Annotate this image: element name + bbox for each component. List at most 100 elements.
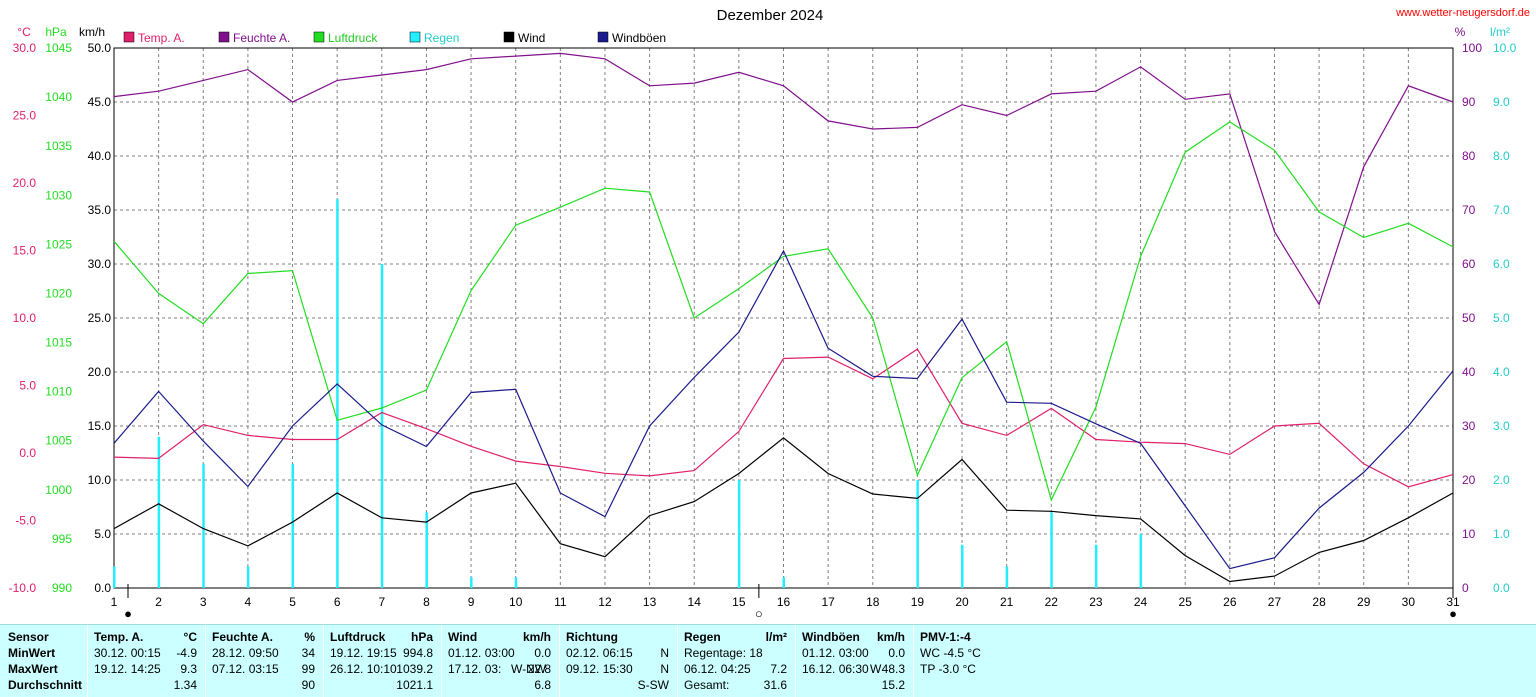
rain-tick-label: 1.0 (1493, 527, 1510, 541)
x-tick-label: 13 (643, 595, 657, 609)
chart-legend: Temp. A. Feuchte A. Luftdruck Wind Windböen R… (123, 31, 666, 45)
pres-tick-label: 1015 (45, 336, 72, 350)
temp-unit: °C (183, 630, 197, 644)
x-tick-label: 26 (1223, 595, 1237, 609)
wind-min-val: 0.0 (534, 646, 551, 660)
rain-tick-label: 4.0 (1493, 365, 1510, 379)
rain-tick-label: 7.0 (1493, 203, 1510, 217)
gust-max-dir: W (870, 662, 882, 676)
temp-title: Temp. A. (94, 630, 144, 644)
pres-tick-label: 1030 (45, 188, 72, 202)
rain-bar (202, 463, 205, 588)
gust-legend-label: Windböen (612, 31, 666, 45)
wind-max-dir: W-NW (511, 662, 547, 676)
rain-tick-label: 5.0 (1493, 311, 1510, 325)
pres-min-ts: 19.12. 19:15 (330, 646, 397, 660)
wind-min-ts: 01.12. 03:00 (448, 646, 515, 660)
x-tick-label: 9 (468, 595, 475, 609)
wind-max-val: 22.8 (527, 662, 551, 676)
hum-tick-label: 10 (1462, 527, 1476, 541)
rain-tick-label: 9.0 (1493, 95, 1510, 109)
wind-legend-label: Wind (518, 31, 545, 45)
stats-rain: Regen l/m² Regentage: 18 06.12. 04:25 7.… (678, 625, 796, 697)
x-tick-label: 23 (1089, 595, 1103, 609)
rain-bar (782, 577, 785, 588)
temp-tick-label: 30.0 (13, 41, 37, 55)
rain-tick-label: 8.0 (1493, 149, 1510, 163)
rain-bar (1050, 512, 1053, 588)
wind-tick-label: 5.0 (94, 527, 111, 541)
wind-tick-label: 0.0 (94, 581, 111, 595)
x-tick-label: 18 (866, 595, 880, 609)
temp-min-ts: 30.12. 00:15 (94, 646, 161, 660)
x-tick-label: 24 (1134, 595, 1148, 609)
rain-days: Regentage: 18 (684, 646, 763, 660)
gust-min-ts: 01.12. 03:00 (802, 646, 869, 660)
x-tick-label: 20 (955, 595, 969, 609)
x-tick-label: 10 (509, 595, 523, 609)
temp-tick-label: -10.0 (9, 581, 37, 595)
dir-min-val: N (660, 646, 669, 660)
site-link[interactable]: www.wetter-neugersdorf.de (1395, 7, 1530, 19)
rain-tick-label: 2.0 (1493, 473, 1510, 487)
wind-tick-label: 25.0 (88, 311, 112, 325)
x-tick-label: 25 (1179, 595, 1193, 609)
stats-dir: Richtung 02.12. 06:15 N 09.12. 15:30 N S… (560, 625, 678, 697)
wind-tick-label: 15.0 (88, 419, 112, 433)
hum-tick-label: 80 (1462, 149, 1476, 163)
pres-max-ts: 26.12. 10:10 (330, 662, 397, 676)
hum-line (113, 52, 1454, 306)
hum-min-val: 34 (301, 646, 315, 660)
hum-tick-label: 70 (1462, 203, 1476, 217)
pres-axis-label: hPa (45, 25, 67, 39)
x-tick-label: 14 (688, 595, 702, 609)
moon-new-icon: ● (124, 606, 132, 621)
pres-max-val: 1039.2 (396, 662, 433, 676)
hum-max-ts: 07.12. 03:15 (212, 662, 279, 676)
wind-tick-label: 35.0 (88, 203, 112, 217)
temp-legend-swatch (123, 31, 135, 43)
rain-bar (916, 480, 919, 588)
stats-pres: Luftdruck hPa 19.12. 19:15 994.8 26.12. … (324, 625, 442, 697)
hum-tick-label: 0 (1462, 581, 1469, 595)
label-sensor: Sensor (8, 630, 49, 644)
x-tick-label: 21 (1000, 595, 1014, 609)
x-tick-label: 31 (1446, 595, 1460, 609)
pmv-tp: TP -3.0 °C (920, 662, 976, 676)
wind-max-ts: 17.12. 03: (448, 662, 502, 676)
stats-gust: Windböen km/h 01.12. 03:00 0.0 16.12. 06… (796, 625, 914, 697)
temp-axis-label: °C (17, 25, 31, 39)
rain-bars (113, 199, 1143, 588)
weather-chart: Dezember 2024 www.wetter-neugersdorf.de … (9, 7, 1530, 621)
pres-unit: hPa (410, 630, 433, 644)
stats-pmv: PMV-1:-4 WC -4.5 °C TP -3.0 °C (914, 625, 1536, 697)
wind-tick-label: 10.0 (88, 473, 112, 487)
rain-bar (336, 199, 339, 588)
pres-tick-label: 1040 (45, 90, 72, 104)
moon-new-icon: ● (1449, 606, 1457, 621)
gust-title: Windböen (802, 630, 860, 644)
temp-legend-label: Temp. A. (138, 31, 185, 45)
stats-row-labels: Sensor MinWert MaxWert Durchschnitt (0, 625, 88, 697)
chart-title: Dezember 2024 (717, 7, 824, 24)
pres-legend-swatch (313, 31, 325, 43)
hum-tick-label: 100 (1462, 41, 1482, 55)
temp-tick-label: 5.0 (19, 379, 36, 393)
label-avg: Durchschnitt (8, 678, 83, 692)
hum-tick-label: 30 (1462, 419, 1476, 433)
chart-axes: 30.025.020.015.010.05.00.0-5.0-10.0°C104… (9, 25, 1517, 609)
dir-title: Richtung (566, 630, 618, 644)
x-tick-label: 12 (598, 595, 612, 609)
rain-max-ts: 06.12. 04:25 (684, 662, 751, 676)
wind-tick-label: 50.0 (88, 41, 112, 55)
x-tick-label: 6 (334, 595, 341, 609)
pres-line (113, 121, 1454, 502)
hum-tick-label: 20 (1462, 473, 1476, 487)
pres-tick-label: 1025 (45, 237, 72, 251)
temp-line (113, 348, 1454, 488)
rain-bar (425, 512, 428, 588)
x-tick-label: 2 (155, 595, 162, 609)
chart-lines (113, 52, 1454, 583)
rain-unit: l/m² (765, 630, 787, 644)
hum-avg: 90 (301, 678, 315, 692)
